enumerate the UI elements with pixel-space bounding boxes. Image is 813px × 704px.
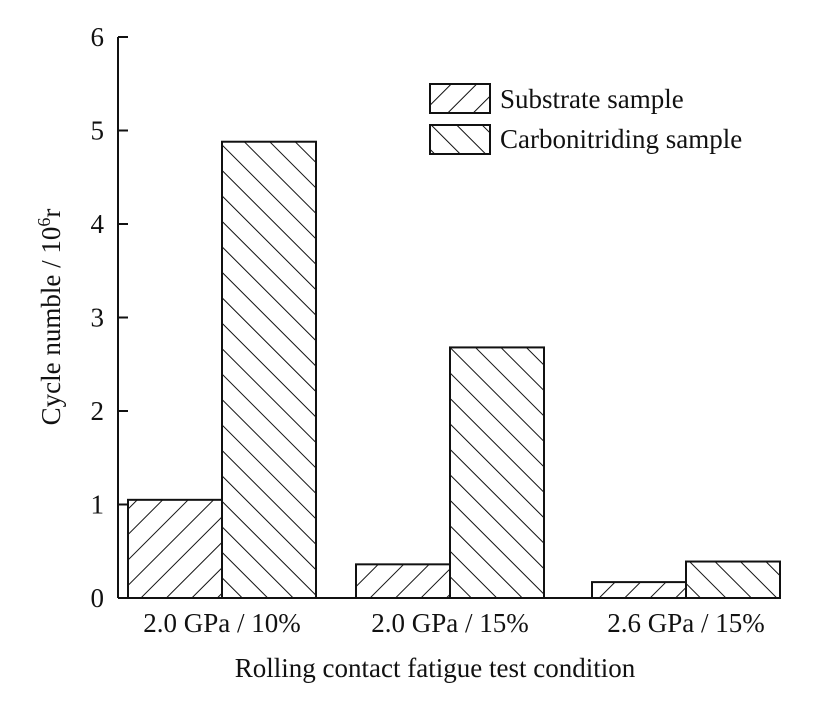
y-tick-label: 0 — [91, 583, 105, 613]
bar-carbonitriding-3 — [685, 560, 781, 599]
bar-substrate-2 — [355, 563, 451, 600]
y-axis-title: Cycle numble / 106r — [34, 209, 66, 426]
y-axis-title-main: Cycle numble / 10 — [36, 227, 66, 426]
y-tick-label: 5 — [91, 116, 105, 146]
legend-label-substrate: Substrate sample — [500, 84, 684, 114]
bar-substrate-3 — [591, 581, 687, 599]
x-tick-label: 2.0 GPa / 10% — [143, 608, 301, 638]
x-tick-label: 2.6 GPa / 15% — [607, 608, 765, 638]
bar-carbonitriding-1 — [221, 140, 317, 599]
y-tick-label: 3 — [91, 303, 105, 333]
y-tick-label: 4 — [91, 209, 105, 239]
bar-carbonitriding-2 — [449, 346, 545, 600]
y-tick-label: 2 — [91, 396, 105, 426]
y-axis-title-exponent: 6 — [34, 218, 54, 227]
legend-swatch-substrate — [429, 83, 491, 114]
y-tick-label: 1 — [91, 490, 105, 520]
legend-swatch-carbonitriding — [429, 124, 491, 155]
x-axis-title: Rolling contact fatigue test condition — [235, 653, 636, 683]
x-tick-label: 2.0 GPa / 15% — [371, 608, 529, 638]
y-tick-label: 6 — [91, 22, 105, 52]
bar-substrate-1 — [127, 498, 223, 600]
y-axis: 0 1 2 3 4 5 6 — [91, 22, 128, 613]
legend: Substrate sample Carbonitriding sample — [429, 83, 742, 155]
y-axis-title-unit: r — [36, 209, 66, 218]
bars-group — [127, 140, 781, 600]
legend-label-carbonitriding: Carbonitriding sample — [500, 124, 742, 154]
